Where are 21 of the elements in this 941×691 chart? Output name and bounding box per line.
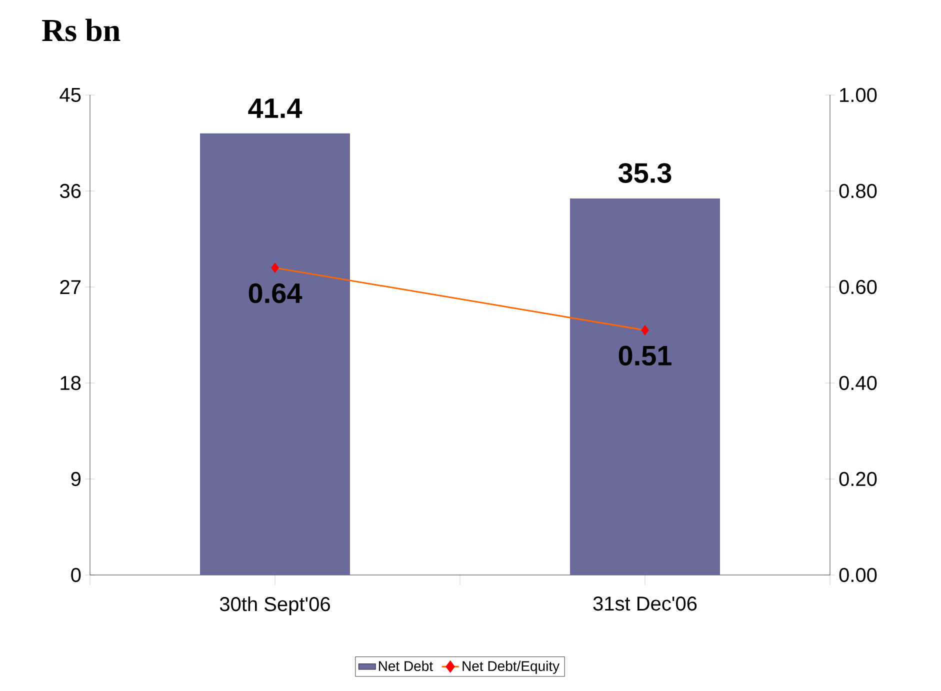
data-label: 35.3 — [618, 163, 672, 183]
data-label: 41.4 — [248, 98, 302, 118]
x-tick-label: 30th Sept'06 — [220, 596, 330, 616]
y-tick-label: 36 — [60, 184, 81, 198]
y-axis-title: Rs bn — [42, 18, 120, 42]
y2-tick-label: 0.60 — [839, 280, 877, 294]
y2-tick-label: 0.40 — [839, 376, 877, 390]
y-tick-label: 9 — [71, 472, 81, 486]
legend-label: Net Debt — [378, 660, 433, 672]
legend-label: Net Debt/Equity — [462, 660, 560, 674]
y-tick-label: 0 — [71, 568, 81, 582]
y2-tick-label: 0.00 — [839, 568, 877, 582]
data-label: 0.51 — [618, 346, 672, 366]
y2-tick-label: 0.20 — [839, 472, 877, 486]
y-tick-label: 45 — [60, 88, 81, 102]
y2-tick-label: 0.80 — [839, 184, 877, 198]
y2-tick-label: 1.00 — [840, 88, 877, 102]
y-tick-label: 18 — [60, 376, 81, 390]
x-tick-label: 31st Dec'06 — [593, 596, 697, 611]
y-tick-label: 27 — [60, 280, 80, 294]
data-label: 0.64 — [248, 283, 302, 304]
